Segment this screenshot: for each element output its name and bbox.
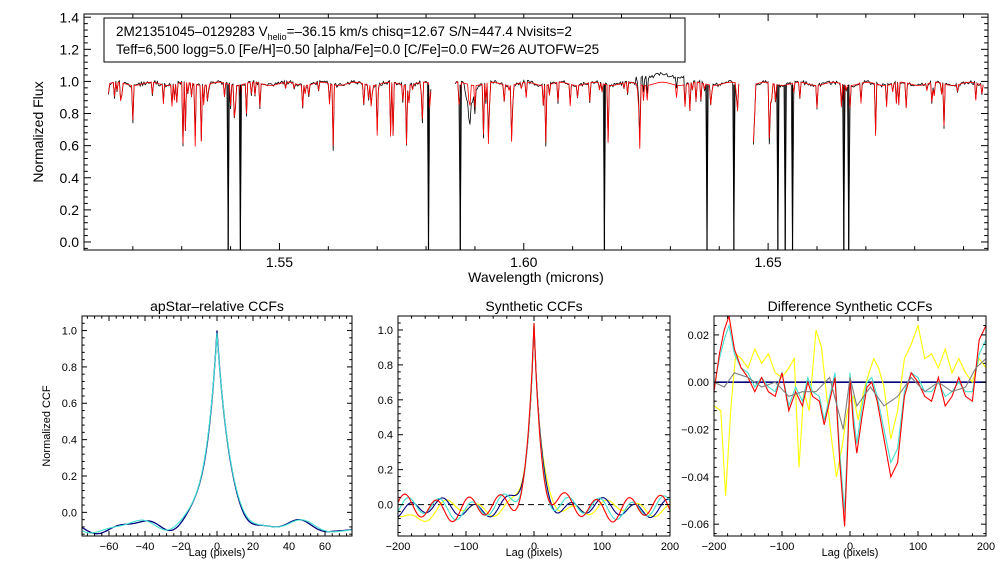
spectrum-series-observed-chip-3 — [753, 79, 984, 250]
synthetic-ccf-y-tick-label: 0.8 — [378, 360, 393, 372]
spectrum-series-model-chip-1 — [108, 81, 432, 147]
spectrum-y-tick-label: 0.0 — [60, 234, 80, 250]
info-line-2: Teff=6,500 logg=5.0 [Fe/H]=0.50 [alpha/F… — [116, 42, 599, 57]
spectrum-x-tick-label: 1.65 — [754, 254, 781, 270]
difference-ccf-y-tick-label: −0.06 — [681, 519, 709, 531]
apstar-ccf-ticks — [82, 315, 352, 536]
apstar-ccf-tick-labels: −60 −40 −20 0 20 40 60 0.0 0.2 0.4 0.6 0.8 1.0 — [62, 326, 331, 553]
difference-ccf-y-tick-label: −0.02 — [681, 425, 709, 437]
synthetic-ccf-y-tick-label: 0.2 — [378, 465, 393, 477]
apstar-ccf-y-axis-label: Normalized CCF — [41, 385, 53, 467]
apstar-ccf-x-tick-label: 20 — [247, 541, 259, 553]
apstar-ccf-x-tick-label: −40 — [136, 541, 155, 553]
difference-ccf-x-axis-label: Lag (pixels) — [822, 547, 879, 559]
difference-ccf-x-tick-label: 0 — [847, 541, 853, 553]
synthetic-ccf-title: Synthetic CCFs — [485, 298, 582, 314]
spectrum-y-tick-label: 1.0 — [60, 73, 80, 89]
apstar-ccf-series-visit-1 — [82, 330, 352, 535]
difference-ccf-x-tick-label: 200 — [977, 541, 995, 553]
synthetic-ccf-series-synthetic-2 — [398, 324, 670, 519]
difference-ccf-panel: −200 −100 0 100 200 −0.06 −0.04 −0.02 0.00 0.02 D… — [681, 298, 995, 559]
synthetic-ccf-series-synthetic-1 — [398, 326, 670, 522]
apstar-ccf-y-tick-label: 0.6 — [62, 398, 77, 410]
synthetic-ccf-x-tick-label: 0 — [531, 541, 537, 553]
synthetic-ccf-y-tick-label: 1.0 — [378, 325, 393, 337]
synthetic-ccf-x-axis-label: Lag (pixels) — [506, 547, 563, 559]
info-line-1: 2M21351045–0129283 Vhelio=–36.15 km/s ch… — [116, 24, 572, 42]
difference-ccf-series-difference-4 — [714, 358, 986, 430]
synthetic-ccf-frame — [397, 315, 671, 537]
difference-ccf-y-tick-label: 0.00 — [688, 377, 709, 389]
spectrum-y-tick-label: 0.6 — [60, 138, 80, 154]
spectrum-panel: 1.55 1.60 1.65 0.0 0.2 0.4 0.6 0.8 1.0 1.2 1.4 2M2… — [30, 9, 989, 285]
apstar-ccf-series-visit-2 — [82, 332, 352, 534]
spectrum-x-tick-label: 1.60 — [510, 254, 537, 270]
spectrum-frame — [83, 13, 989, 251]
spectrum-y-tick-label: 0.8 — [60, 106, 80, 122]
apstar-ccf-x-axis-label: Lag (pixels) — [189, 547, 246, 559]
spectrum-series-observed-chip-1 — [108, 79, 432, 250]
spectrum-y-tick-label: 1.2 — [60, 41, 80, 57]
spectrum-ticks — [83, 14, 988, 250]
synthetic-ccf-y-tick-label: 0.0 — [378, 500, 393, 512]
synthetic-ccf-y-tick-label: 0.4 — [378, 430, 393, 442]
difference-ccf-title: Difference Synthetic CCFs — [768, 298, 933, 314]
apstar-ccf-lines — [82, 330, 352, 535]
spectrum-x-axis-label: Wavelength (microns) — [468, 269, 604, 285]
difference-ccf-series-difference-2 — [714, 323, 986, 513]
synthetic-ccf-series-synthetic-4 — [398, 322, 670, 523]
difference-ccf-y-tick-label: −0.04 — [681, 472, 709, 484]
spectrum-y-axis-label: Normalized Flux — [30, 81, 46, 182]
difference-ccf-x-tick-label: −100 — [770, 541, 795, 553]
synthetic-ccf-panel: −200 −100 0 100 200 0.0 0.2 0.4 0.6 0.8 1.0 Synthe… — [378, 298, 679, 559]
difference-ccf-x-tick-label: −200 — [702, 541, 727, 553]
apstar-ccf-panel: −60 −40 −20 0 20 40 60 0.0 0.2 0.4 0.6 0.8 1.0 apSta… — [41, 298, 353, 559]
difference-ccf-y-tick-label: 0.02 — [688, 330, 709, 342]
info-line-1-stats: =–36.15 km/s chisq=12.67 S/N=447.4 Nvisi… — [287, 24, 572, 39]
apstar-ccf-y-tick-label: 0.4 — [62, 435, 77, 447]
difference-ccf-series-difference-1 — [714, 323, 986, 496]
synthetic-ccf-tick-labels: −200 −100 0 100 200 0.0 0.2 0.4 0.6 0.8 1.0 — [378, 325, 679, 553]
spectrum-y-tick-label: 0.2 — [60, 202, 80, 218]
apstar-ccf-y-tick-label: 0.8 — [62, 362, 77, 374]
synthetic-ccf-series-synthetic-3 — [398, 324, 670, 521]
spectrum-y-tick-label: 1.4 — [60, 9, 80, 25]
spectrum-series-model-chip-2 — [455, 81, 740, 149]
apstar-ccf-y-tick-label: 0.2 — [62, 471, 77, 483]
synthetic-ccf-y-tick-label: 0.6 — [378, 395, 393, 407]
difference-ccf-lines — [714, 316, 986, 527]
apstar-ccf-y-tick-label: 1.0 — [62, 326, 77, 338]
synthetic-ccf-x-tick-label: 200 — [661, 541, 679, 553]
info-line-1-subscript: helio — [268, 32, 287, 42]
difference-ccf-series-difference-3 — [714, 316, 986, 527]
synthetic-ccf-x-tick-label: −200 — [386, 541, 411, 553]
apstar-ccf-frame — [81, 315, 353, 537]
spectrum-tick-labels: 1.55 1.60 1.65 0.0 0.2 0.4 0.6 0.8 1.0 1.2 1.4 — [60, 9, 782, 270]
synthetic-ccf-x-tick-label: 100 — [593, 541, 611, 553]
apstar-ccf-title: apStar–relative CCFs — [150, 298, 284, 314]
difference-ccf-tick-labels: −200 −100 0 100 200 −0.06 −0.04 −0.02 0.00 0.02 — [681, 330, 995, 553]
synthetic-ccf-lines — [398, 322, 670, 523]
difference-ccf-ticks — [713, 315, 987, 536]
spectrum-x-tick-label: 1.55 — [266, 254, 293, 270]
spectrum-y-tick-label: 0.4 — [60, 170, 80, 186]
info-box — [103, 17, 686, 63]
apstar-ccf-x-tick-label: 40 — [283, 541, 295, 553]
synthetic-ccf-ticks — [397, 315, 671, 536]
apstar-ccf-x-tick-label: −20 — [172, 541, 191, 553]
info-line-1-star: 2M21351045–0129283 V — [116, 24, 268, 39]
spectrum-series-model-chip-3 — [753, 81, 984, 143]
spectrum-lines — [108, 72, 984, 250]
apstar-ccf-x-tick-label: 0 — [214, 541, 220, 553]
apstar-ccf-x-tick-label: 60 — [319, 541, 331, 553]
difference-ccf-x-tick-label: 100 — [909, 541, 927, 553]
apstar-ccf-x-tick-label: −60 — [100, 541, 119, 553]
synthetic-ccf-x-tick-label: −100 — [454, 541, 479, 553]
apstar-ccf-y-tick-label: 0.0 — [62, 507, 77, 519]
